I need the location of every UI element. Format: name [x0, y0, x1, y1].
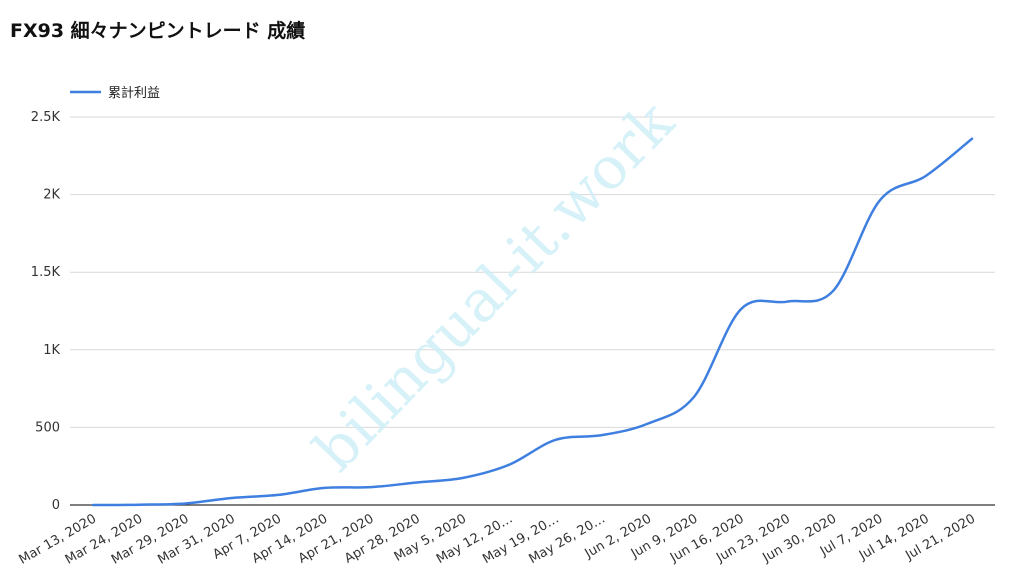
series-layer	[91, 137, 974, 507]
watermark: bilingual-it.work	[301, 87, 687, 484]
y-tick-label: 2.5K	[31, 110, 61, 125]
y-axis-ticks: 0 500 1K 1.5K 2K 2.5K	[31, 110, 61, 513]
y-tick-label: 500	[35, 420, 60, 435]
legend-label: 累計利益	[108, 85, 160, 101]
series-line	[91, 137, 974, 507]
y-tick-label: 1.5K	[31, 265, 61, 280]
x-tick-label: Mar 13, 2020	[17, 511, 99, 567]
gridlines	[70, 116, 995, 506]
y-tick-label: 2K	[43, 188, 60, 203]
y-tick-label: 0	[52, 498, 60, 513]
legend: 累計利益	[70, 85, 160, 101]
chart-title: FX93 細々ナンピントレード 成績	[10, 20, 306, 42]
y-tick-label: 1K	[43, 343, 60, 358]
